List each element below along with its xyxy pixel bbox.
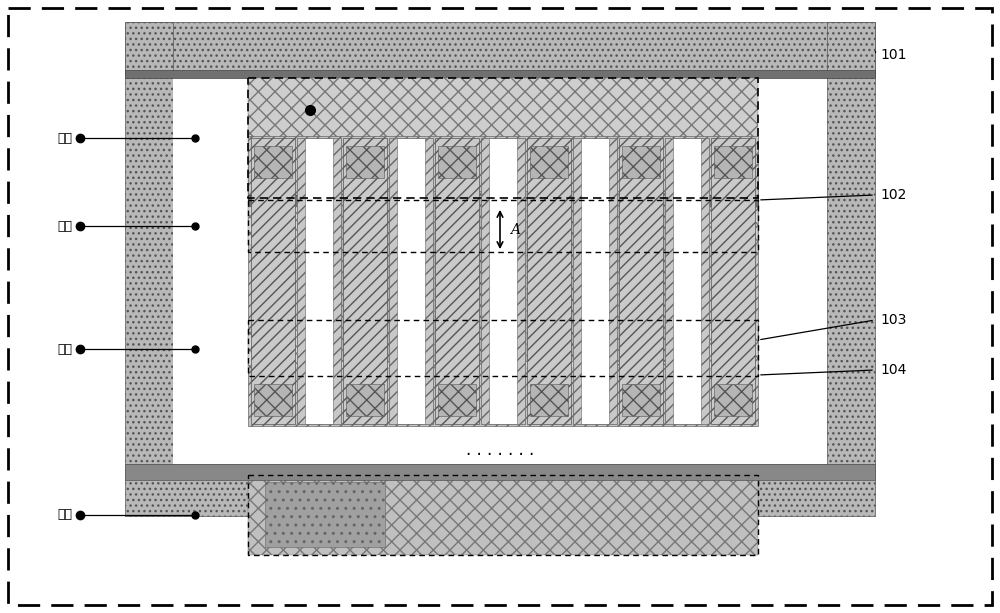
Bar xyxy=(517,138,525,424)
Text: 103: 103 xyxy=(880,313,906,327)
Bar xyxy=(530,384,568,416)
Text: 104: 104 xyxy=(880,363,906,377)
Bar xyxy=(622,384,660,416)
Bar xyxy=(125,22,875,74)
Bar xyxy=(125,464,875,480)
Bar xyxy=(622,146,660,178)
Bar xyxy=(248,330,758,368)
Bar xyxy=(248,136,758,426)
Bar xyxy=(297,138,341,424)
Bar xyxy=(248,78,758,198)
Bar xyxy=(438,384,476,416)
Bar xyxy=(714,146,752,178)
Bar xyxy=(573,138,581,424)
Bar xyxy=(389,138,433,424)
Text: 101: 101 xyxy=(880,48,906,62)
Bar xyxy=(701,138,709,424)
Text: 栅极: 栅极 xyxy=(57,132,72,145)
Bar xyxy=(573,138,617,424)
Bar xyxy=(527,138,571,424)
Bar xyxy=(248,200,758,252)
Bar xyxy=(297,138,305,424)
Text: 衬底: 衬底 xyxy=(57,509,72,522)
Bar xyxy=(125,464,875,516)
Bar xyxy=(125,70,875,78)
Bar xyxy=(125,22,173,464)
Bar xyxy=(346,146,384,178)
Text: 漏极: 漏极 xyxy=(57,219,72,232)
Text: · · · · · · ·: · · · · · · · xyxy=(466,446,534,464)
Bar xyxy=(425,138,433,424)
Text: A: A xyxy=(510,223,520,237)
Bar xyxy=(665,138,673,424)
Bar xyxy=(609,138,617,424)
Bar xyxy=(254,146,292,178)
Bar xyxy=(173,74,827,464)
Bar xyxy=(530,146,568,178)
Bar xyxy=(251,138,295,424)
Text: 102: 102 xyxy=(880,188,906,202)
Bar xyxy=(435,138,479,424)
Bar xyxy=(343,138,387,424)
Bar xyxy=(248,207,758,245)
Bar xyxy=(248,320,758,376)
Bar xyxy=(711,138,755,424)
Bar xyxy=(248,195,758,207)
Bar xyxy=(248,78,758,198)
Bar xyxy=(248,475,758,555)
Bar xyxy=(619,138,663,424)
Bar xyxy=(389,138,397,424)
Bar xyxy=(481,138,489,424)
Bar xyxy=(481,138,525,424)
Bar xyxy=(333,138,341,424)
Bar xyxy=(254,384,292,416)
Bar xyxy=(438,146,476,178)
Bar xyxy=(248,475,758,555)
Bar xyxy=(338,191,684,361)
Bar xyxy=(714,384,752,416)
Text: 源极: 源极 xyxy=(57,343,72,356)
Bar xyxy=(265,482,385,547)
Bar xyxy=(827,22,875,464)
Bar xyxy=(665,138,709,424)
Bar xyxy=(346,384,384,416)
